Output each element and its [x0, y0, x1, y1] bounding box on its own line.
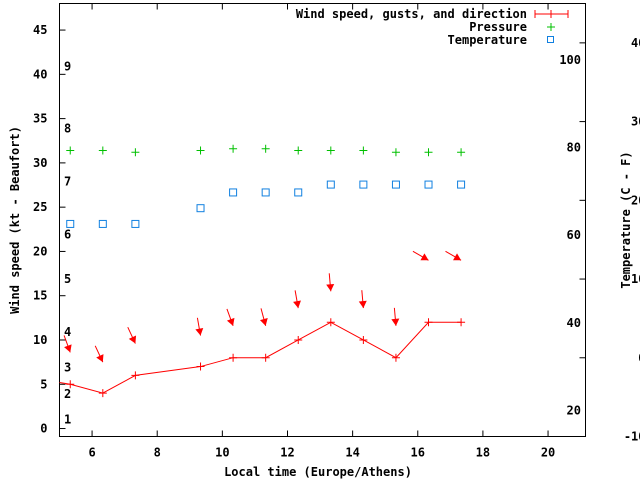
temperature-point [457, 180, 466, 189]
x-tick-label: 8 [154, 446, 161, 460]
x-tick-label: 6 [88, 446, 95, 460]
beaufort-label: 2 [64, 387, 71, 401]
temperature-point [326, 180, 335, 189]
fahrenheit-label: 40 [567, 316, 581, 330]
wind-speed-point [294, 335, 303, 344]
y-tick-label: 30 [33, 156, 47, 170]
wind-direction-arrow [195, 317, 204, 336]
y-tick-label: 10 [33, 333, 47, 347]
wind-direction-arrow [94, 345, 104, 363]
pressure-point [196, 146, 205, 155]
x-axis-label: Local time (Europe/Athens) [224, 465, 412, 479]
temperature-point [359, 180, 368, 189]
wind-direction-arrow [293, 290, 301, 309]
legend-swatch-temperature [547, 36, 554, 43]
pressure-point [229, 144, 238, 153]
pressure-point [66, 146, 75, 155]
temperature-point [294, 188, 303, 197]
wind-speed-line [59, 321, 462, 394]
wind-direction-arrow [412, 250, 429, 261]
wind-speed-point [66, 380, 75, 389]
pressure-point [424, 148, 433, 157]
beaufort-label: 1 [64, 413, 71, 427]
pressure-point [326, 146, 335, 155]
temperature-point [66, 219, 75, 228]
legend-swatch-wind [534, 10, 569, 18]
fahrenheit-label: 80 [567, 141, 581, 155]
temperature-point [229, 188, 238, 197]
beaufort-label: 8 [64, 121, 71, 135]
wind-speed-point [196, 362, 205, 371]
plot-frame [59, 3, 586, 437]
y2-tick-label: 10 [631, 272, 640, 286]
wind-direction-arrow [127, 326, 137, 344]
wind-speed-point [359, 335, 368, 344]
pressure-point [391, 148, 400, 157]
y2-tick-label: 40 [631, 36, 640, 50]
y-tick-label: 35 [33, 112, 47, 126]
wind-direction-arrow [445, 250, 462, 261]
y-axis-label: Wind speed (kt - Beaufort) [8, 126, 22, 314]
pressure-point [457, 148, 466, 157]
y2-tick-label: 0 [638, 351, 640, 365]
legend: Wind speed, gusts, and direction Pressur… [296, 7, 569, 47]
x-tick-label: 14 [345, 446, 359, 460]
wind-speed-point [391, 353, 400, 362]
pressure-point [359, 146, 368, 155]
legend-label-temperature: Temperature [448, 33, 527, 47]
pressure-point [98, 146, 107, 155]
x-tick-label: 20 [541, 446, 555, 460]
wind-direction-arrow [326, 273, 335, 292]
beaufort-label: 3 [64, 360, 71, 374]
fahrenheit-label: 60 [567, 228, 581, 242]
legend-label-pressure: Pressure [469, 20, 527, 34]
y2-tick-label: 30 [631, 115, 640, 129]
wind-speed-point [326, 318, 335, 327]
x-tick-label: 12 [280, 446, 294, 460]
wind-speed-point [98, 389, 107, 398]
temperature-point [391, 180, 400, 189]
temperature-point [261, 188, 270, 197]
beaufort-label: 6 [64, 228, 71, 242]
wind-direction-arrow [226, 308, 235, 326]
y2-tick-label: -10 [624, 430, 640, 444]
wind-speed-point [424, 318, 433, 327]
wind-speed-point [261, 353, 270, 362]
beaufort-label: 9 [64, 59, 71, 73]
y-tick-label: 40 [33, 67, 47, 81]
y-tick-label: 25 [33, 200, 47, 214]
legend-swatch-pressure [547, 23, 555, 31]
temperature-point [424, 180, 433, 189]
y-tick-label: 5 [40, 377, 47, 391]
legend-label-wind: Wind speed, gusts, and direction [296, 7, 527, 21]
x-tick-label: 16 [411, 446, 425, 460]
fahrenheit-label: 100 [559, 53, 581, 67]
temperature-point [131, 219, 140, 228]
wind-direction-arrow [358, 290, 367, 309]
wind-speed-point [229, 353, 238, 362]
temperature-point [196, 204, 205, 213]
x-tick-label: 18 [476, 446, 490, 460]
beaufort-label: 5 [64, 272, 71, 286]
y2-tick-label: 20 [631, 193, 640, 207]
pressure-point [294, 146, 303, 155]
y-tick-label: 20 [33, 244, 47, 258]
beaufort-label: 7 [64, 174, 71, 188]
x-tick-label: 10 [215, 446, 229, 460]
pressure-point [261, 144, 270, 153]
wind-speed-point [131, 371, 140, 380]
temperature-point [98, 219, 107, 228]
wind-direction-arrow [63, 335, 72, 353]
y-tick-label: 45 [33, 23, 47, 37]
y-tick-label: 0 [40, 422, 47, 436]
wind-direction-arrow [391, 307, 400, 326]
wind-direction-arrow [259, 308, 268, 326]
wind-speed-point [457, 318, 466, 327]
beaufort-label: 4 [64, 325, 71, 339]
pressure-point [131, 148, 140, 157]
y-tick-label: 15 [33, 289, 47, 303]
fahrenheit-label: 20 [567, 404, 581, 418]
y2-axis-label: Temperature (C - F) [619, 151, 633, 288]
